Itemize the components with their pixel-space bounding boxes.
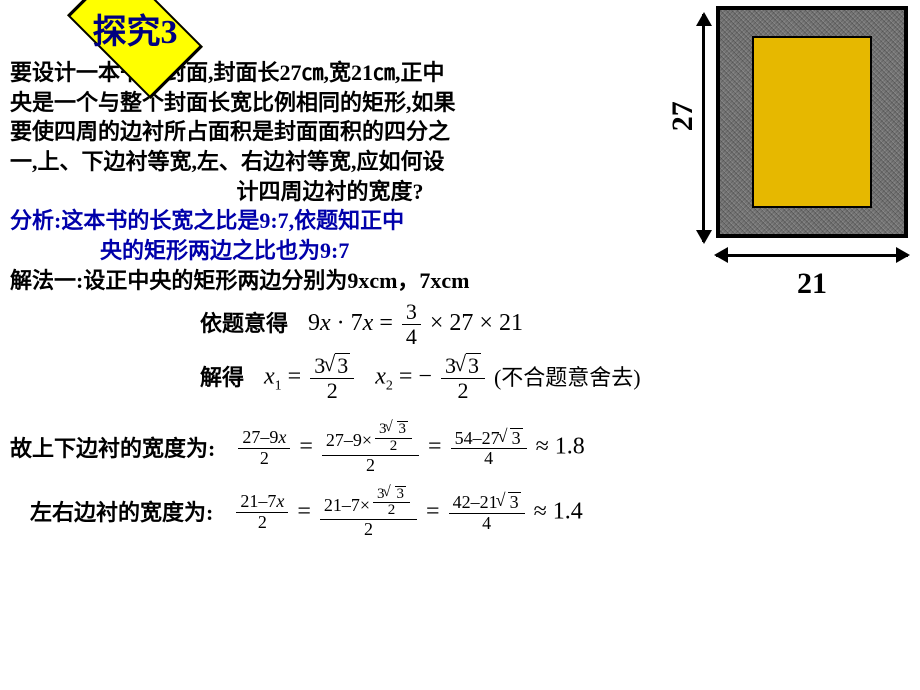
dim-v-label: 27 [663, 101, 704, 131]
problem-statement: 要设计一本书的封面,封面长27㎝,宽21㎝,正中 央是一个与整个封面长宽比例相同… [10, 58, 650, 206]
eq1-lhs: 9x · 7x = 3 4 × 27 × 21 [308, 300, 523, 349]
arrow-right-icon [896, 247, 910, 263]
label-yitiyi: 依题意得 [200, 309, 288, 339]
lr-expr: 21–7x2 = 21–7×332 2 = 42–213 4 ≈ 1.4 [233, 486, 582, 540]
problem-line: 要使四周的边衬所占面积是封面面积的四分之 [10, 117, 650, 147]
lr-approx: ≈ 1.4 [534, 498, 583, 524]
tb-expr: 27–9x2 = 27–9×332 2 = 54–273 4 ≈ 1.8 [235, 421, 584, 475]
lr-margin-row: 左右边衬的宽度为: 21–7x2 = 21–7×332 2 = 42–213 4… [10, 486, 910, 540]
dimension-horizontal: 21 [716, 242, 908, 272]
label-topbottom: 故上下边衬的宽度为: [10, 434, 215, 464]
title-banner: 探究3 [50, 6, 220, 56]
dimension-vertical: 27 [692, 14, 716, 242]
dim-h-label: 21 [716, 264, 908, 305]
tb-margin-row: 故上下边衬的宽度为: 27–9x2 = 27–9×332 2 = 54–273 … [10, 421, 910, 475]
problem-line: 一,上、下边衬等宽,左、右边衬等宽,应如何设 [10, 147, 650, 177]
tb-approx: ≈ 1.8 [536, 434, 585, 460]
problem-line: 要设计一本书的封面,封面长27㎝,宽21㎝,正中 [10, 58, 650, 88]
root-note: (不合题意舍去) [494, 363, 641, 393]
root-x2: x2 = − 33 2 [375, 353, 488, 403]
root-x1: x1 = 33 2 [264, 353, 357, 403]
label-leftright: 左右边衬的宽度为: [30, 498, 213, 528]
problem-line: 央是一个与整个封面长宽比例相同的矩形,如果 [10, 88, 650, 118]
book-inner-rect [752, 36, 872, 208]
equation-roots: 解得 x1 = 33 2 x2 = − 33 2 (不合题意舍去) [200, 353, 910, 403]
label-jiede: 解得 [200, 363, 244, 393]
eq1-rest: × 27 × 21 [430, 310, 523, 336]
title-text: 探究3 [50, 10, 220, 56]
book-figure: 27 21 [678, 2, 908, 282]
problem-line: 计四周边衬的宽度? [10, 177, 650, 207]
eq1-frac: 3 4 [402, 300, 421, 349]
arrow-down-icon [696, 230, 712, 244]
book-outer-rect: 27 21 [716, 6, 908, 238]
equation-yitiyi: 依题意得 9x · 7x = 3 4 × 27 × 21 [200, 300, 910, 349]
